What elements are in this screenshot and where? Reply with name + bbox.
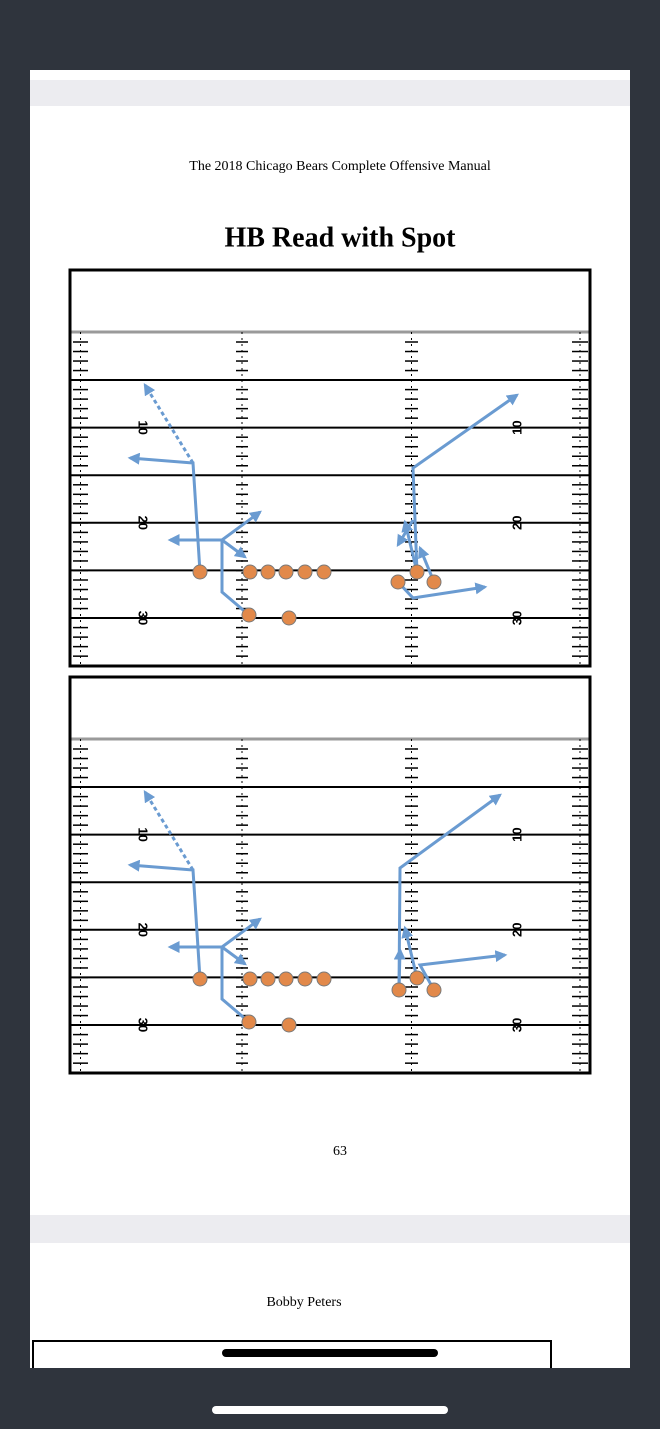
- route: [401, 519, 419, 573]
- route: [401, 925, 419, 979]
- player: [260, 971, 276, 987]
- yard-number: 30: [509, 611, 524, 625]
- player: [281, 610, 297, 626]
- yard-number: 20: [136, 516, 151, 530]
- player: [316, 971, 332, 987]
- yard-number: 30: [509, 1018, 524, 1032]
- player: [409, 564, 425, 580]
- yard-number: 20: [509, 516, 524, 530]
- player: [391, 982, 407, 998]
- route: [167, 941, 250, 1024]
- page: [30, 70, 630, 1368]
- route: [221, 917, 262, 949]
- yard-number: 30: [136, 611, 151, 625]
- field-border: [68, 268, 592, 668]
- field: 10 10 20 20 30 30: [68, 675, 592, 1075]
- route: [167, 534, 250, 617]
- option-route: [143, 789, 195, 871]
- option-route: [143, 382, 195, 464]
- player: [192, 971, 208, 987]
- yard-number: 10: [509, 827, 524, 841]
- yard-number: 20: [136, 923, 151, 937]
- next-page-box: [32, 1340, 552, 1368]
- player: [278, 564, 294, 580]
- header: The 2018 Chicago Bears Complete Offensiv…: [189, 159, 491, 174]
- player: [260, 564, 276, 580]
- route: [411, 393, 519, 573]
- page-gap: [30, 80, 630, 106]
- field-border: [68, 675, 592, 1075]
- player: [297, 971, 313, 987]
- yard-number: 10: [509, 420, 524, 434]
- player: [409, 970, 425, 986]
- page-number: 63: [333, 1144, 347, 1159]
- player: [316, 564, 332, 580]
- player: [426, 574, 442, 590]
- player: [390, 574, 406, 590]
- yard-number: 10: [136, 827, 151, 841]
- yard-number: 10: [136, 420, 151, 434]
- scroll-bar: [222, 1349, 438, 1357]
- fields: 10 10 20 20 30 30 10 10 20 20 30 30: [68, 268, 592, 1075]
- yard-number: 20: [509, 923, 524, 937]
- player: [281, 1017, 297, 1033]
- player: [242, 564, 258, 580]
- yard-number: 30: [136, 1018, 151, 1032]
- player: [192, 564, 208, 580]
- player: [297, 564, 313, 580]
- player: [241, 607, 257, 623]
- player: [241, 1014, 257, 1030]
- player: [426, 982, 442, 998]
- player: [278, 971, 294, 987]
- page-gap: [30, 1215, 630, 1243]
- home-indicator: [212, 1406, 448, 1414]
- author: Bobby Peters: [266, 1295, 341, 1310]
- title: HB Read with Spot: [224, 222, 456, 253]
- field: 10 10 20 20 30 30: [68, 268, 592, 668]
- route: [221, 510, 262, 542]
- route: [417, 950, 508, 991]
- player: [242, 971, 258, 987]
- route: [221, 945, 247, 966]
- route: [221, 538, 247, 559]
